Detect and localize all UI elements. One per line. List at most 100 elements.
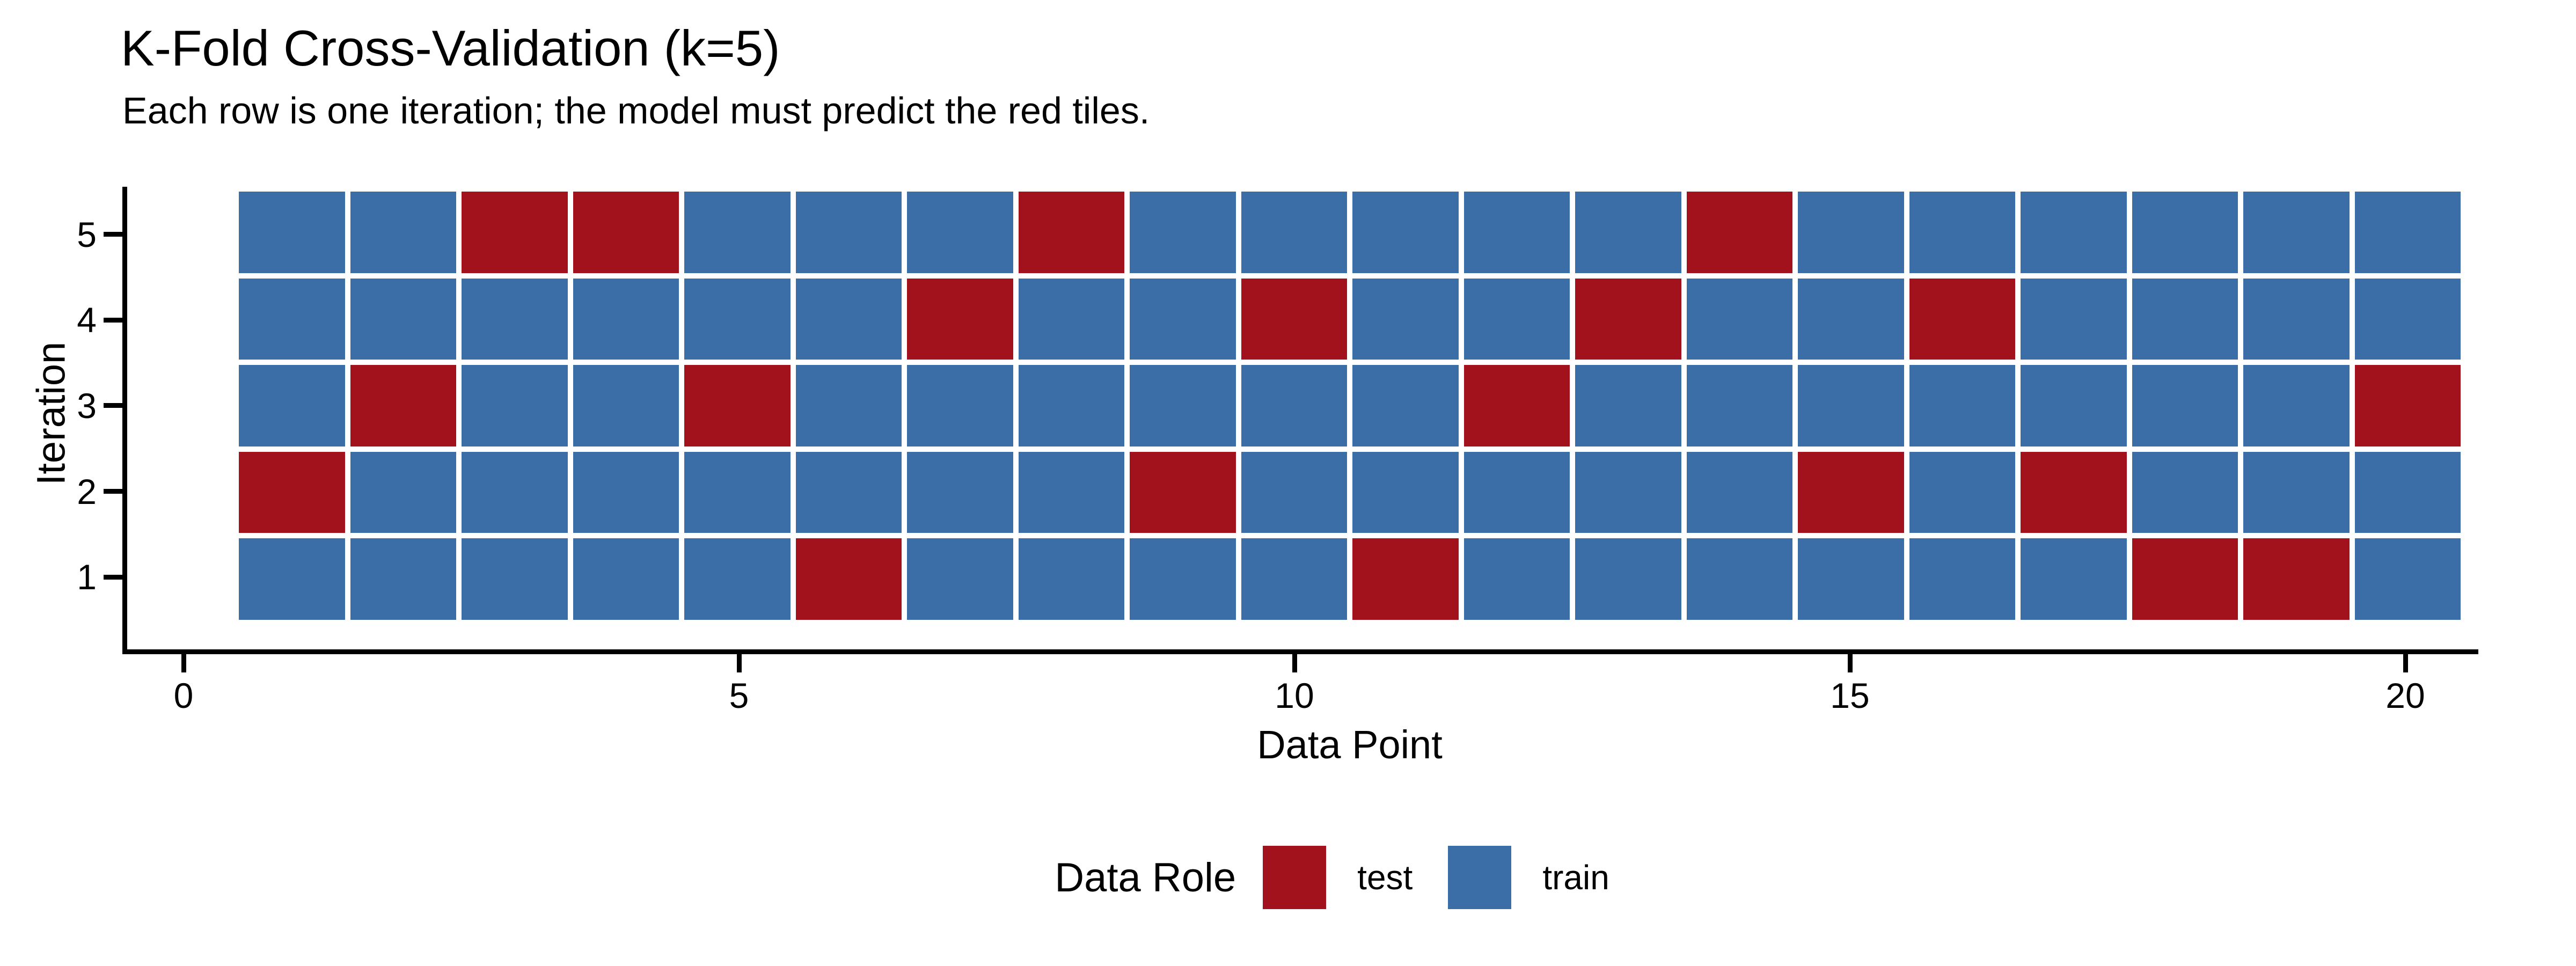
tile-iter5-point6-train	[795, 192, 902, 273]
tile-iter4-point12-train	[1463, 278, 1570, 360]
tile-iter1-point1-train	[239, 538, 345, 620]
tile-iter5-point4-test	[573, 192, 679, 273]
tile-iter3-point18-train	[2132, 365, 2238, 447]
tile-iter5-point20-train	[2354, 192, 2461, 273]
tile-iter5-point10-train	[1241, 192, 1347, 273]
tile-iter5-point14-test	[1686, 192, 1792, 273]
legend-label-train: train	[1542, 858, 1609, 897]
tile-iter1-point18-test	[2132, 538, 2238, 620]
tile-iter4-point13-test	[1575, 278, 1681, 360]
tile-iter1-point3-train	[462, 538, 568, 620]
tile-iter1-point19-test	[2243, 538, 2350, 620]
legend-swatch-test	[1263, 846, 1327, 909]
x-tick-label: 0	[173, 676, 194, 715]
tile-iter4-point7-test	[907, 278, 1013, 360]
tile-iter4-point1-train	[239, 278, 345, 360]
tile-iter5-point15-train	[1798, 192, 1904, 273]
tile-iter5-point12-train	[1463, 192, 1570, 273]
tile-iter2-point13-train	[1575, 451, 1681, 533]
tile-iter1-point4-train	[573, 538, 679, 620]
y-tick-label: 5	[77, 214, 97, 254]
tile-iter2-point19-train	[2243, 451, 2350, 533]
tile-iter4-point2-train	[350, 278, 456, 360]
tile-iter1-point6-test	[795, 538, 902, 620]
tile-iter1-point7-train	[907, 538, 1013, 620]
tile-iter1-point10-train	[1241, 538, 1347, 620]
tile-iter5-point16-train	[1909, 192, 2015, 273]
x-tick-mark	[736, 654, 742, 672]
kfold-tile-grid	[239, 192, 2461, 620]
tile-iter3-point7-train	[907, 365, 1013, 447]
tile-iter2-point6-train	[795, 451, 902, 533]
tile-iter4-point8-train	[1018, 278, 1124, 360]
tile-iter4-point5-train	[684, 278, 791, 360]
tile-iter3-point20-test	[2354, 365, 2461, 447]
tile-iter1-point9-train	[1130, 538, 1236, 620]
tile-iter4-point15-train	[1798, 278, 1904, 360]
x-tick-label: 15	[1830, 676, 1870, 715]
legend-title: Data Role	[1055, 854, 1236, 901]
tile-iter5-point2-train	[350, 192, 456, 273]
tile-iter2-point11-train	[1352, 451, 1459, 533]
tile-iter3-point17-train	[2021, 365, 2127, 447]
y-tick-mark	[104, 277, 122, 363]
tile-iter2-point10-train	[1241, 451, 1347, 533]
tile-iter5-point17-train	[2021, 192, 2127, 273]
x-axis-line	[122, 649, 2478, 654]
tile-iter3-point11-train	[1352, 365, 1459, 447]
tile-iter1-point14-train	[1686, 538, 1792, 620]
tile-iter3-point2-test	[350, 365, 456, 447]
y-tick-label: 1	[77, 557, 97, 597]
tile-iter3-point5-test	[684, 365, 791, 447]
x-tick-mark	[181, 654, 186, 672]
chart-title: K-Fold Cross-Validation (k=5)	[121, 20, 780, 76]
tile-iter1-point11-test	[1352, 538, 1459, 620]
tile-iter5-point5-train	[684, 192, 791, 273]
legend-swatch-train	[1448, 846, 1512, 909]
tile-iter4-point9-train	[1130, 278, 1236, 360]
tile-iter5-point13-train	[1575, 192, 1681, 273]
tile-iter4-point17-train	[2021, 278, 2127, 360]
tile-iter1-point5-train	[684, 538, 791, 620]
tile-iter2-point7-train	[907, 451, 1013, 533]
tile-iter2-point4-train	[573, 451, 679, 533]
x-axis-title: Data Point	[1257, 722, 1443, 767]
tile-iter2-point15-test	[1798, 451, 1904, 533]
y-tick-label: 4	[77, 300, 97, 340]
tile-iter3-point12-test	[1463, 365, 1570, 447]
x-tick-label: 20	[2385, 676, 2425, 715]
tile-iter2-point3-train	[462, 451, 568, 533]
chart-subtitle: Each row is one iteration; the model mus…	[122, 90, 1150, 131]
y-axis-line	[122, 187, 127, 654]
tile-iter1-point12-train	[1463, 538, 1570, 620]
tile-iter4-point3-train	[462, 278, 568, 360]
tile-iter2-point9-test	[1130, 451, 1236, 533]
tile-iter1-point17-train	[2021, 538, 2127, 620]
tile-iter3-point9-train	[1130, 365, 1236, 447]
tile-iter4-point10-test	[1241, 278, 1347, 360]
tile-iter4-point16-test	[1909, 278, 2015, 360]
y-tick-marks	[104, 192, 122, 620]
tile-iter3-point16-train	[1909, 365, 2015, 447]
tile-iter3-point3-train	[462, 365, 568, 447]
tile-iter4-point6-train	[795, 278, 902, 360]
tile-iter4-point11-train	[1352, 278, 1459, 360]
tile-iter1-point13-train	[1575, 538, 1681, 620]
tile-iter2-point16-train	[1909, 451, 2015, 533]
tile-iter2-point14-train	[1686, 451, 1792, 533]
tile-iter5-point9-train	[1130, 192, 1236, 273]
tile-iter2-point5-train	[684, 451, 791, 533]
legend: Data Role test train	[239, 835, 2461, 920]
tile-iter3-point19-train	[2243, 365, 2350, 447]
y-tick-label: 2	[77, 471, 97, 511]
y-tick-mark	[104, 363, 122, 449]
tile-iter5-point18-train	[2132, 192, 2238, 273]
tile-iter5-point1-train	[239, 192, 345, 273]
y-tick-mark	[104, 192, 122, 277]
tile-iter3-point8-train	[1018, 365, 1124, 447]
tile-iter1-point15-train	[1798, 538, 1904, 620]
x-tick-label: 5	[729, 676, 749, 715]
tile-iter3-point15-train	[1798, 365, 1904, 447]
y-tick-labels: 5 4 3 2 1	[21, 192, 97, 620]
